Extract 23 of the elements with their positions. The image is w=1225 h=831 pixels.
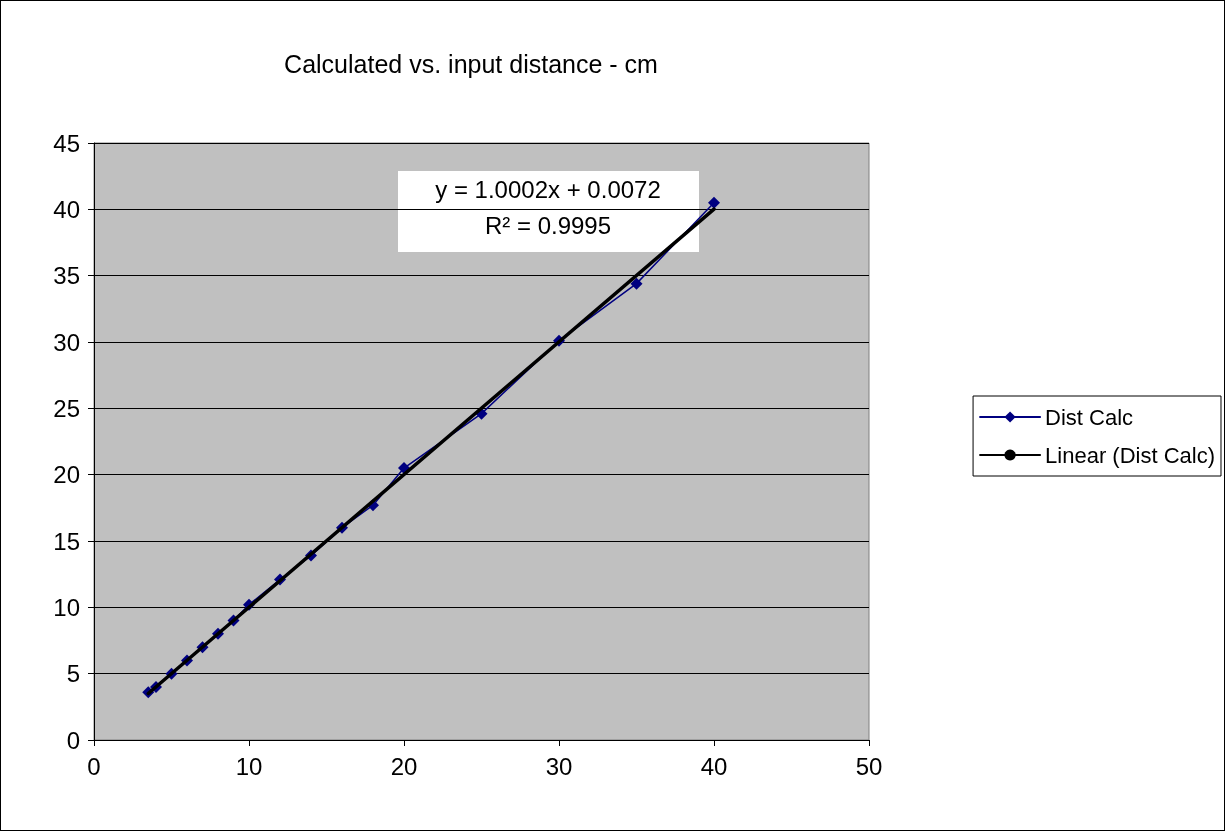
y-tick-label: 45 xyxy=(53,129,80,157)
y-tick-label: 0 xyxy=(66,726,80,754)
y-tick-label: 40 xyxy=(53,195,80,223)
annotation: R² = 0.9995 xyxy=(484,211,612,239)
y-tick-label: 35 xyxy=(53,262,80,290)
point xyxy=(630,277,643,290)
x-tick-label: 50 xyxy=(855,752,883,780)
x-tick-label: 20 xyxy=(390,752,418,780)
y-tick-label: 30 xyxy=(53,328,80,356)
y-tick-label: 25 xyxy=(53,394,80,422)
chart-title: Calculated vs. input distance - cm xyxy=(284,49,658,78)
x-tick-label: 0 xyxy=(87,752,101,780)
legend-label: Linear (Dist Calc) xyxy=(1045,442,1216,468)
y-tick-label: 15 xyxy=(53,527,80,555)
point xyxy=(708,196,720,209)
x-tick-label: 30 xyxy=(545,752,573,780)
x-tick-label: 40 xyxy=(700,752,728,780)
y-tick-label: 20 xyxy=(53,461,80,489)
y-tick-label: 10 xyxy=(53,593,80,621)
y-tick-label: 5 xyxy=(66,660,80,688)
annotation: y = 1.0002x + 0.0072 xyxy=(435,175,661,203)
legend-label: Dist Calc xyxy=(1045,404,1134,430)
x-tick-label: 10 xyxy=(235,752,263,780)
